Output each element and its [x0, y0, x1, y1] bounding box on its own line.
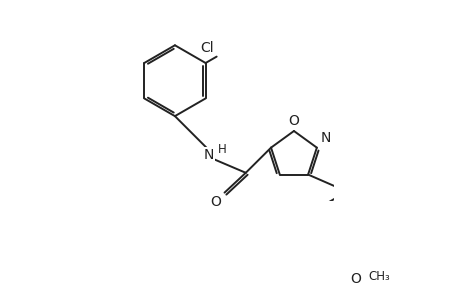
Text: CH₃: CH₃: [368, 270, 389, 283]
Text: O: O: [349, 272, 360, 286]
Text: N: N: [320, 131, 331, 145]
Text: O: O: [288, 114, 299, 128]
Text: O: O: [210, 196, 220, 209]
Text: H: H: [217, 143, 226, 156]
Text: Cl: Cl: [200, 41, 213, 55]
Text: N: N: [203, 148, 213, 162]
